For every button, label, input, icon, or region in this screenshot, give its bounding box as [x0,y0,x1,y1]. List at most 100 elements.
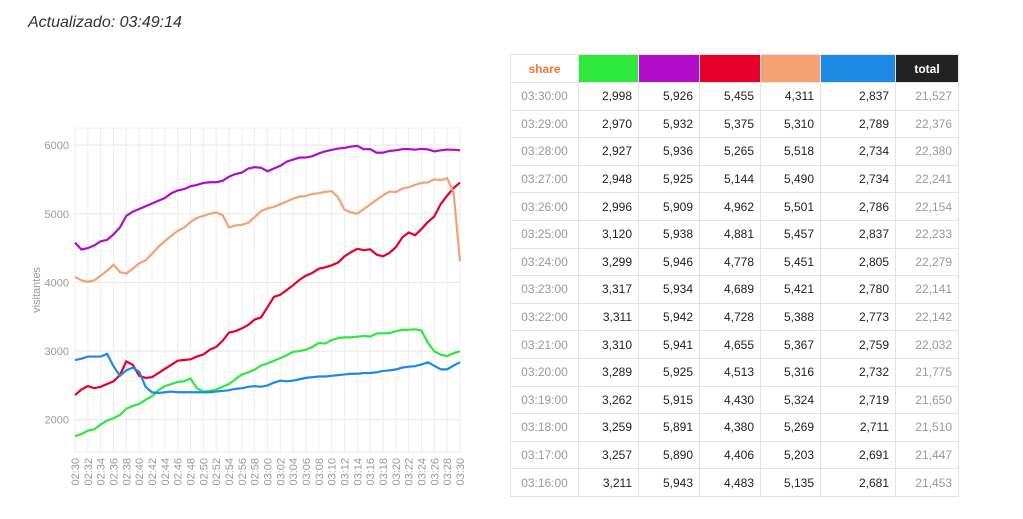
table-row: 03:26:00 2,996 5,909 4,962 5,501 2,786 22,154 [510,192,959,221]
x-tick-label: 03:30 [455,458,467,486]
x-tick-label: 02:36 [109,458,121,486]
x-tick-label: 03:24 [417,458,429,486]
value-cell: 4,430 [699,385,761,415]
value-cell: 4,689 [699,275,761,304]
x-tick-label: 02:58 [250,458,262,486]
value-cell: 2,780 [820,275,896,304]
line-series [74,181,461,396]
table-row: 03:27:00 2,948 5,925 5,144 5,490 2,734 22,241 [510,164,959,194]
value-cell: 5,909 [638,192,700,221]
value-cell: 5,388 [760,302,821,332]
time-cell: 03:26:00 [510,192,579,221]
line-series [74,328,461,438]
value-cell: 5,925 [638,164,700,194]
table-row: 03:28:00 2,927 5,936 5,265 5,518 2,734 22,380 [510,137,959,166]
value-cell: 5,941 [638,330,700,359]
y-axis-title: visitantes [31,267,43,313]
value-cell: 3,317 [578,275,639,304]
x-tick-label: 02:48 [186,458,198,486]
value-cell: 4,655 [699,330,761,359]
y-tick-label: 6000 [45,140,69,152]
x-tick-label: 02:44 [160,458,172,486]
x-tick-label: 03:04 [288,458,300,486]
total-cell: 21,650 [895,385,959,415]
value-cell: 5,915 [638,385,700,415]
total-cell: 22,376 [895,109,959,139]
value-cell: 5,501 [760,192,821,221]
time-cell: 03:23:00 [510,275,579,304]
value-cell: 2,691 [820,440,896,470]
value-cell: 3,211 [578,468,639,497]
x-tick-label: 02:42 [147,458,159,486]
table-row: 03:24:00 3,299 5,946 4,778 5,451 2,805 22,279 [510,247,959,277]
update-time: Actualizado: 03:49:14 [28,14,182,31]
x-tick-label: 03:16 [365,458,377,486]
series-header [820,54,896,83]
x-tick-label: 02:38 [121,458,133,486]
time-cell: 03:22:00 [510,302,579,332]
value-cell: 2,837 [820,82,896,111]
value-cell: 2,711 [820,413,896,442]
value-cell: 5,891 [638,413,700,442]
value-cell: 2,732 [820,357,896,387]
value-cell: 4,778 [699,247,761,277]
value-cell: 2,998 [578,82,639,111]
x-tick-label: 02:34 [96,458,108,486]
value-cell: 5,265 [699,137,761,166]
x-tick-label: 02:32 [83,458,95,486]
value-cell: 4,483 [699,468,761,497]
value-cell: 4,311 [760,82,821,111]
line-series [74,176,462,283]
y-tick-label: 4000 [45,277,69,289]
table-row: 03:16:00 3,211 5,943 4,483 5,135 2,681 21,453 [510,468,959,497]
y-tick-label: 2000 [45,415,69,427]
table-row: 03:25:00 3,120 5,938 4,881 5,457 2,837 22,233 [510,219,959,249]
total-cell: 21,447 [895,440,959,470]
time-cell: 03:28:00 [510,137,579,166]
value-cell: 5,451 [760,247,821,277]
time-cell: 03:16:00 [510,468,579,497]
x-tick-label: 03:20 [391,458,403,486]
x-tick-label: 03:06 [301,458,313,486]
value-cell: 5,934 [638,275,700,304]
value-cell: 3,262 [578,385,639,415]
total-cell: 22,142 [895,302,959,332]
x-tick-label: 02:56 [237,458,249,486]
x-tick-label: 02:40 [134,458,146,486]
time-cell: 03:30:00 [510,82,579,111]
table-row: 03:17:00 3,257 5,890 4,406 5,203 2,691 21,447 [510,440,959,470]
x-tick-label: 02:52 [211,458,223,486]
value-cell: 5,932 [638,109,700,139]
table-row: 03:20:00 3,289 5,925 4,513 5,316 2,732 21,775 [510,357,959,387]
x-tick-label: 03:08 [314,458,326,486]
total-cell: 22,279 [895,247,959,277]
time-cell: 03:17:00 [510,440,579,470]
table-row: 03:21:00 3,310 5,941 4,655 5,367 2,759 22,032 [510,330,959,359]
x-tick-label: 02:54 [224,458,236,486]
value-cell: 3,120 [578,219,639,249]
series-header [760,54,821,83]
x-tick-label: 02:30 [70,458,82,486]
table-row: 03:19:00 3,262 5,915 4,430 5,324 2,719 21,650 [510,385,959,415]
value-cell: 3,259 [578,413,639,442]
value-cell: 5,457 [760,219,821,249]
x-tick-label: 02:50 [198,458,210,486]
time-cell: 03:29:00 [510,109,579,139]
time-cell: 03:27:00 [510,164,579,194]
table-header: share total [510,54,959,83]
value-cell: 3,257 [578,440,639,470]
time-cell: 03:20:00 [510,357,579,387]
x-tick-label: 03:14 [352,458,364,486]
total-cell: 21,775 [895,357,959,387]
value-cell: 2,773 [820,302,896,332]
y-tick-label: 5000 [45,209,69,221]
value-cell: 4,513 [699,357,761,387]
total-header: total [895,54,959,83]
value-cell: 5,316 [760,357,821,387]
x-tick-label: 03:18 [378,458,390,486]
time-cell: 03:21:00 [510,330,579,359]
value-cell: 4,962 [699,192,761,221]
value-cell: 4,406 [699,440,761,470]
x-tick-label: 03:00 [263,458,275,486]
value-cell: 5,135 [760,468,821,497]
